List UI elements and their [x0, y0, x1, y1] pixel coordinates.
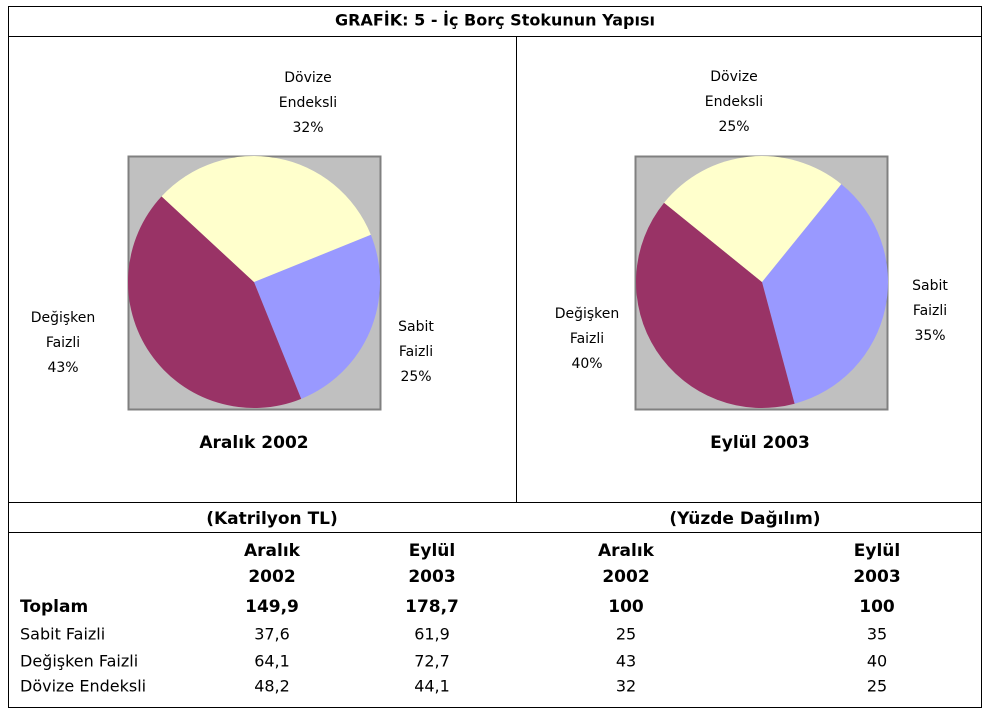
pie-slice [254, 234, 381, 399]
pie-slice [128, 196, 302, 408]
cell: 32 [616, 677, 636, 696]
slice-label: Değişken Faizli [31, 310, 96, 351]
cell: 40 [867, 652, 887, 671]
slice-value-label: 25% [718, 119, 749, 135]
frame [8, 6, 982, 708]
cell: 44,1 [414, 677, 450, 696]
cell: 43 [616, 652, 636, 671]
cell: 100 [859, 597, 895, 617]
slice-label: Değişken Faizli [555, 306, 620, 347]
cell: 48,2 [254, 677, 290, 696]
group-header: (Katrilyon TL) [206, 509, 338, 529]
slice-value-label: 25% [400, 369, 431, 385]
chart-title: Eylül 2003 [710, 433, 810, 453]
column-header: Eylül 2003 [408, 541, 455, 587]
column-header: Aralık 2002 [598, 541, 655, 587]
slice-value-label: 32% [292, 120, 323, 136]
group-header: (Yüzde Dağılım) [669, 509, 820, 529]
slice-label: Sabit Faizli [912, 278, 948, 319]
pie-slice [762, 184, 889, 404]
slice-value-label: 40% [571, 356, 602, 372]
pie-slice [635, 202, 795, 409]
cell: 25 [616, 625, 636, 644]
slice-label: Sabit Faizli [398, 319, 434, 360]
chart-title: Aralık 2002 [199, 433, 308, 453]
cell: 149,9 [245, 597, 299, 617]
cell: 35 [867, 625, 887, 644]
pie-slice [664, 155, 842, 282]
slice-label: Dövize Endeksli [279, 70, 337, 111]
pie-slice [161, 156, 371, 282]
cell: 100 [608, 597, 644, 617]
row-label: Toplam [20, 597, 88, 617]
cell: 64,1 [254, 652, 290, 671]
cell: 37,6 [254, 625, 290, 644]
slice-value-label: 35% [914, 328, 945, 344]
row-label: Değişken Faizli [20, 652, 138, 671]
row-label: Dövize Endeksli [20, 677, 146, 696]
cell: 178,7 [405, 597, 459, 617]
cell: 61,9 [414, 625, 450, 644]
column-header: Eylül 2003 [853, 541, 900, 587]
cell: 25 [867, 677, 887, 696]
slice-value-label: 43% [47, 360, 78, 376]
cell: 72,7 [414, 652, 450, 671]
row-label: Sabit Faizli [20, 625, 105, 644]
slice-label: Dövize Endeksli [705, 69, 763, 110]
column-header: Aralık 2002 [244, 541, 301, 587]
page-title: GRAFİK: 5 - İç Borç Stokunun Yapısı [335, 11, 655, 30]
